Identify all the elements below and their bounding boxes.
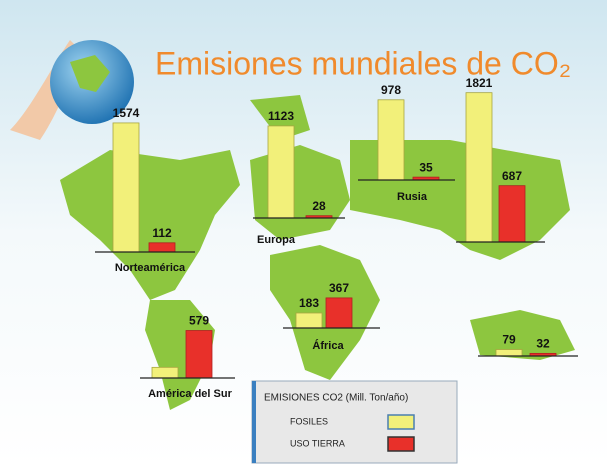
- bar: [466, 93, 492, 242]
- value-label: 183: [299, 296, 319, 310]
- chart-title: Emisiones mundiales de CO₂: [155, 45, 571, 81]
- value-label: 79: [502, 333, 516, 347]
- bar: [496, 350, 522, 356]
- legend-label: USO TIERRA: [290, 438, 345, 448]
- value-label: 1574: [113, 106, 140, 120]
- legend-swatch: [388, 415, 414, 429]
- value-label: 687: [502, 169, 522, 183]
- bar: [186, 331, 212, 378]
- bar: [268, 126, 294, 218]
- legend-title: EMISIONES CO2 (Mill. Ton/año): [264, 393, 408, 404]
- category-label: África: [312, 339, 344, 352]
- bar: [113, 123, 139, 252]
- value-label: 112: [152, 226, 172, 240]
- legend: EMISIONES CO2 (Mill. Ton/año): [252, 381, 457, 463]
- value-label: 28: [312, 199, 326, 213]
- bar: [378, 100, 404, 180]
- value-label: 35: [419, 160, 433, 174]
- bar: [326, 298, 352, 328]
- value-label: 1123: [268, 109, 294, 123]
- legend-label: FOSILES: [290, 416, 328, 426]
- value-label: 978: [381, 83, 401, 97]
- bar: [149, 243, 175, 252]
- legend-swatch: [388, 437, 414, 451]
- value-label: 1821: [466, 76, 493, 90]
- bar: [499, 186, 525, 242]
- value-label: 367: [329, 281, 349, 295]
- value-label: 32: [536, 337, 550, 351]
- category-label: Rusia: [397, 191, 428, 203]
- category-label: Europa: [257, 234, 296, 246]
- category-label: Norteamérica: [115, 262, 186, 274]
- legend-accent: [252, 381, 256, 463]
- bar: [152, 367, 178, 378]
- value-label: 579: [189, 314, 209, 328]
- bar: [296, 313, 322, 328]
- chart: Emisiones mundiales de CO₂ EMISIONES CO2…: [0, 0, 607, 466]
- category-label: América del Sur: [148, 388, 232, 400]
